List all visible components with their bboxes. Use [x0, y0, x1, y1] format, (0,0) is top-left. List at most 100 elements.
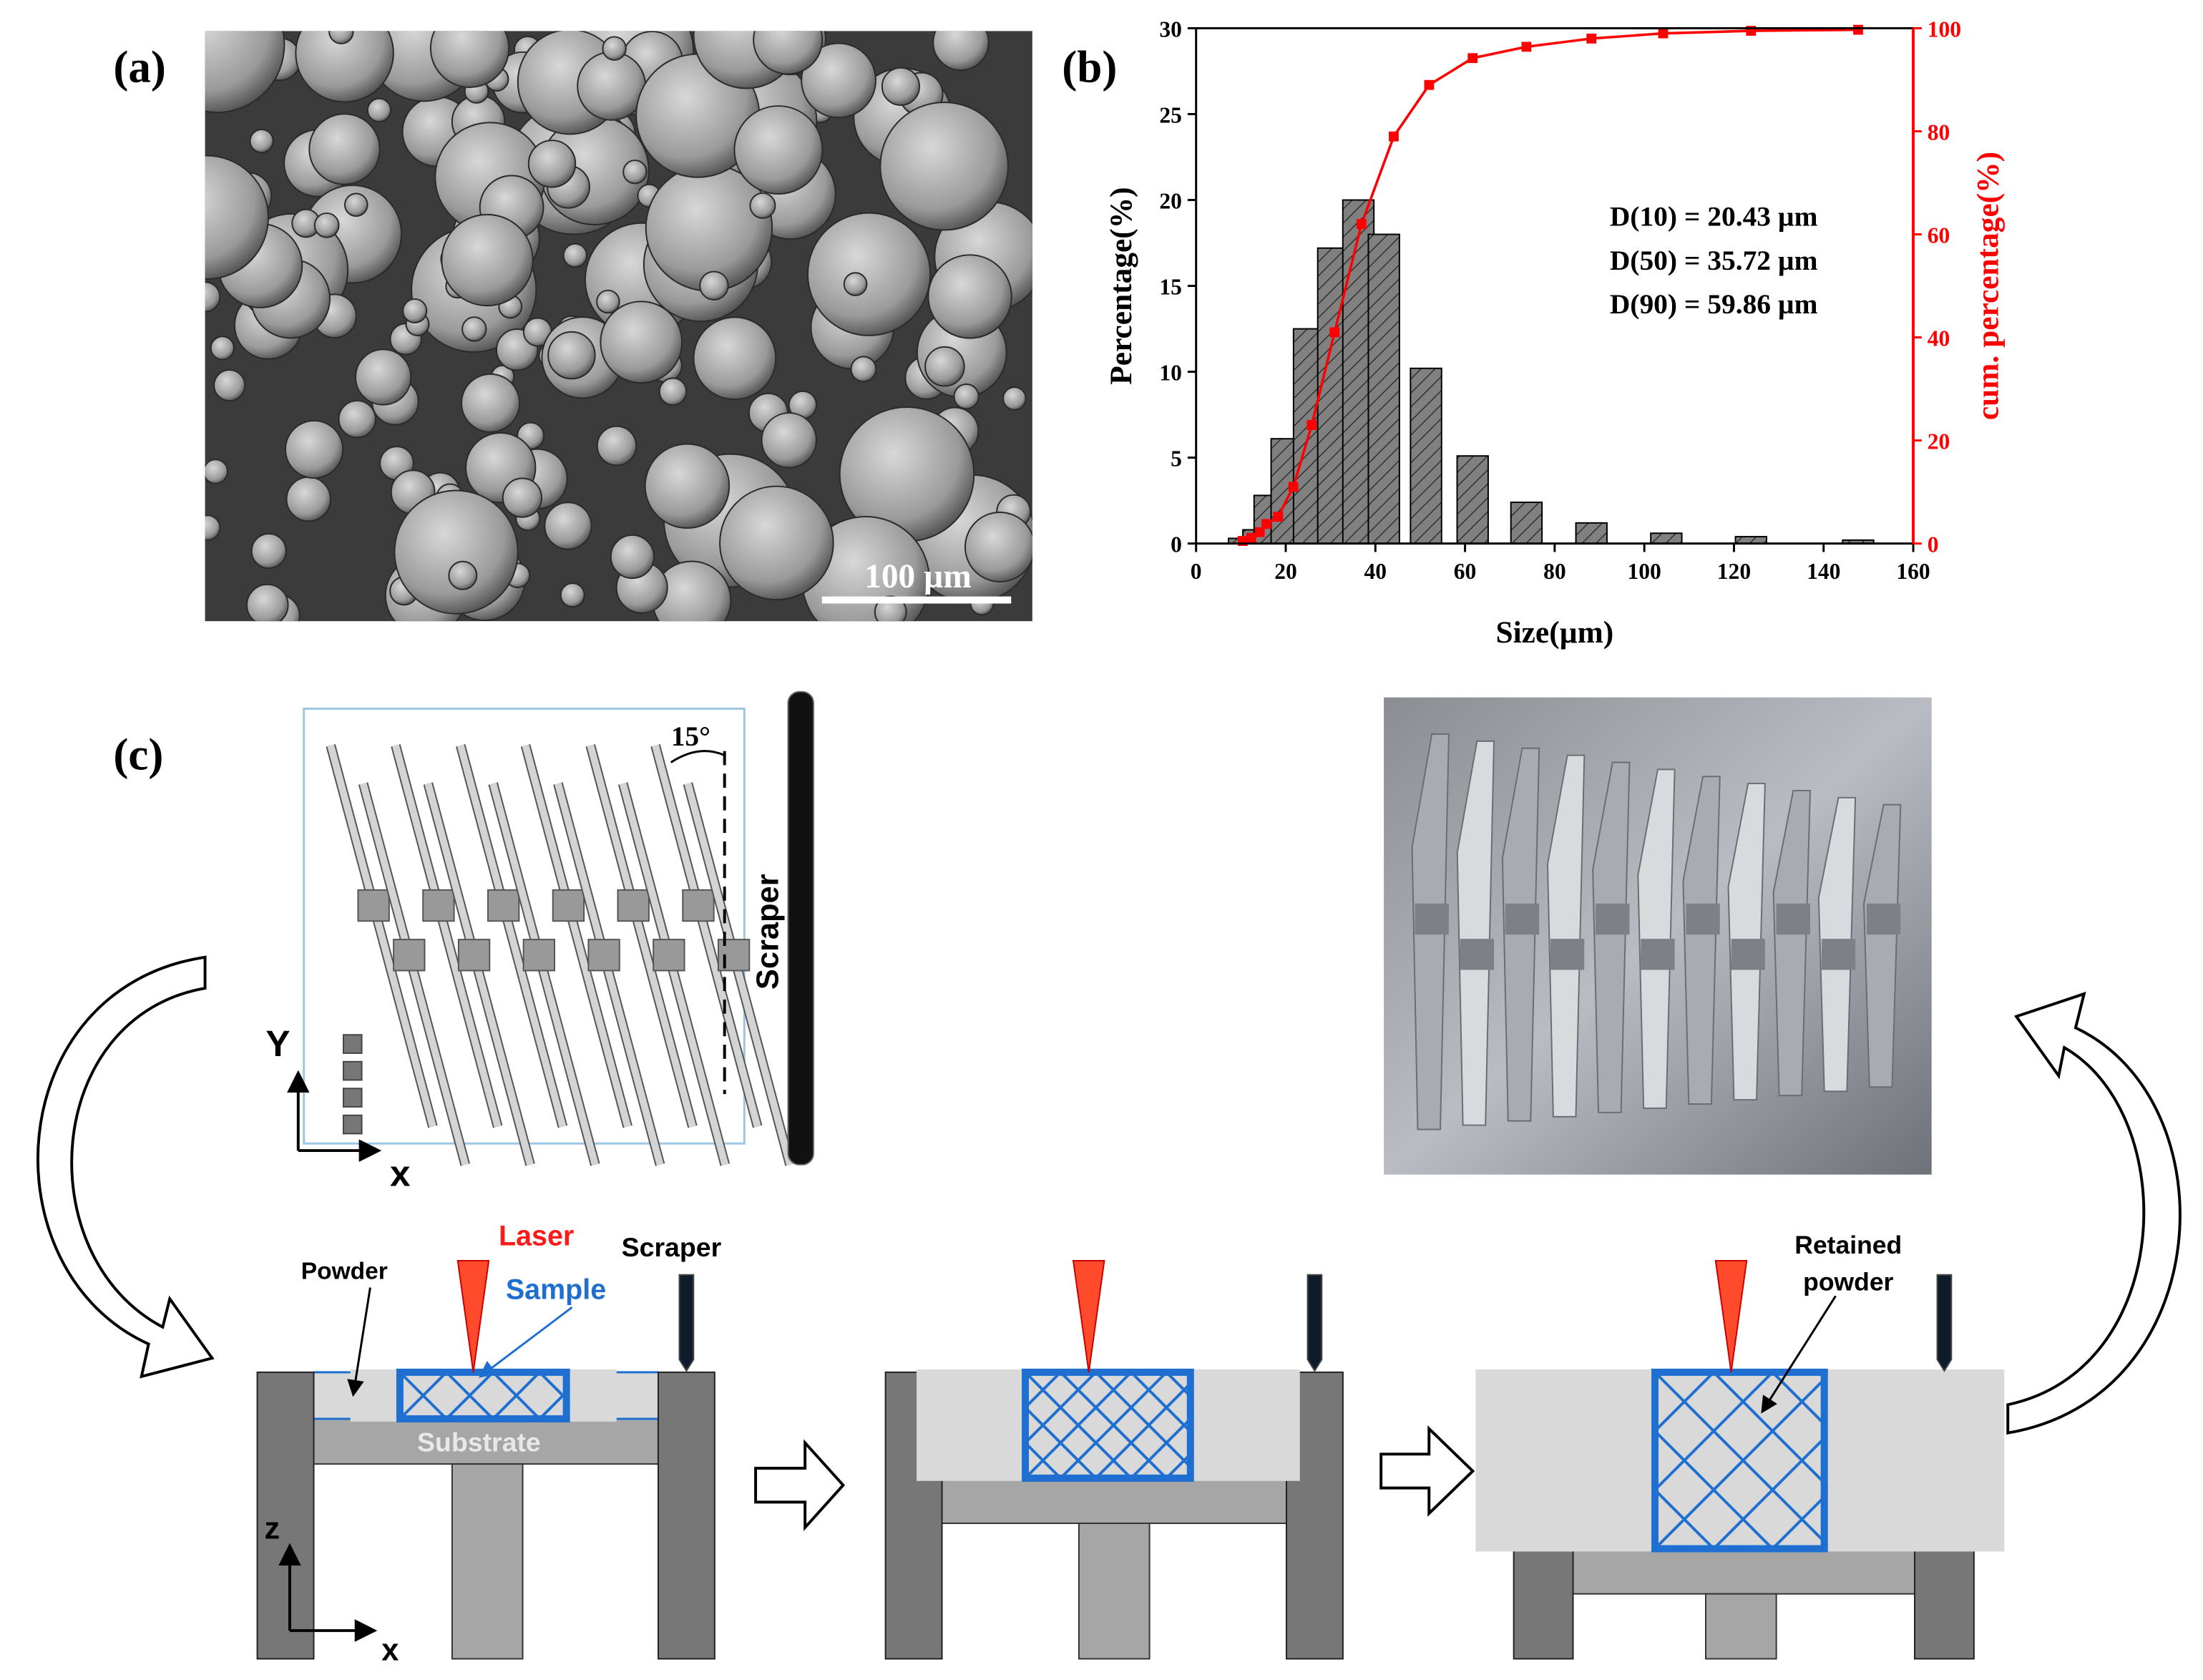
particle — [402, 298, 428, 323]
photo-part — [1821, 939, 1856, 970]
column — [1705, 1593, 1777, 1660]
y2-axis-label: cum. percentage(%) — [1970, 152, 2005, 420]
particle — [429, 31, 510, 88]
particle — [560, 582, 585, 608]
cumulative-point — [1288, 482, 1299, 492]
particle — [313, 212, 340, 238]
sample-frame — [1022, 1368, 1194, 1482]
particle — [205, 281, 221, 313]
process-stages — [256, 1260, 2005, 1660]
photo-part — [1456, 740, 1495, 1126]
particle — [210, 336, 235, 361]
sample-mask — [1193, 1369, 1300, 1481]
particle — [527, 140, 577, 188]
sample-bar — [359, 782, 469, 1166]
particle — [719, 485, 834, 601]
sem-particles — [205, 31, 1032, 622]
particle — [699, 270, 729, 301]
angle-arc — [670, 750, 726, 763]
x-tick-label: 160 — [1896, 559, 1930, 584]
cumulative-point — [1246, 532, 1256, 543]
annotation: D(90) = 59.86 µm — [1610, 288, 1818, 320]
particle — [932, 31, 990, 71]
cumulative-point — [1254, 527, 1265, 537]
photo-part — [1641, 939, 1675, 970]
particle — [881, 67, 921, 106]
particle — [693, 316, 777, 401]
particle — [850, 356, 877, 383]
cumulative-point — [1261, 519, 1271, 529]
cumulative-point — [1306, 420, 1317, 430]
y-axis-label: Percentage(%) — [1104, 187, 1138, 384]
sample-lattice — [487, 889, 520, 922]
cumulative-point — [1273, 512, 1284, 522]
pointer — [1761, 1295, 1837, 1414]
particle — [250, 533, 287, 570]
y-tick-label: 15 — [1159, 274, 1182, 299]
sample-mask — [1475, 1369, 1653, 1552]
particle — [953, 383, 980, 410]
sample-bar — [424, 782, 534, 1166]
panel-label: (c) — [113, 729, 163, 779]
particle — [205, 155, 269, 280]
cumulative-point — [1329, 327, 1340, 338]
particle — [461, 316, 487, 342]
laser — [1714, 1260, 1748, 1372]
cycle-arrow — [2006, 992, 2182, 1435]
photo-part — [1866, 903, 1901, 935]
column — [451, 1463, 524, 1660]
x-tick-label: 80 — [1543, 559, 1566, 584]
y2-tick-label: 0 — [1928, 532, 1939, 557]
sample-lattice — [717, 939, 751, 972]
laser — [456, 1260, 490, 1372]
photo-parts — [1411, 733, 1902, 1130]
axis-label: Y — [265, 1023, 290, 1064]
particle — [622, 160, 648, 185]
y-tick-label: 10 — [1159, 360, 1182, 385]
particle — [308, 113, 381, 185]
sample-cube — [342, 1060, 363, 1081]
sample-lattice — [653, 939, 685, 972]
sample-bar — [489, 782, 599, 1166]
pointer — [347, 1287, 371, 1397]
x-tick-label: 60 — [1454, 559, 1477, 584]
particle — [749, 192, 776, 219]
particle — [547, 331, 596, 380]
powder-label: Powder — [301, 1259, 388, 1285]
particle — [448, 560, 478, 590]
cumulative-point — [1658, 28, 1669, 39]
particle — [596, 425, 638, 467]
y2-tick-label: 60 — [1928, 223, 1950, 248]
sample-bar — [587, 744, 696, 1128]
lattice — [492, 1371, 541, 1420]
sample-bar — [522, 744, 631, 1128]
photo-part — [1862, 804, 1902, 1088]
retained-label: powder — [1803, 1267, 1893, 1296]
sample-lattice — [682, 889, 715, 922]
particle — [295, 31, 394, 103]
photo-part — [1686, 903, 1720, 935]
bar — [1410, 367, 1442, 544]
particle — [658, 377, 688, 406]
sample-mask — [917, 1369, 1023, 1481]
scraper-label: Scraper — [622, 1232, 722, 1262]
sample-lattice — [357, 889, 390, 922]
laser-label: Laser — [499, 1220, 574, 1251]
photo-part — [1776, 903, 1811, 935]
y-tick-label: 0 — [1171, 532, 1182, 557]
sample-lattice — [457, 939, 491, 972]
x-tick-label: 120 — [1717, 559, 1751, 584]
sample-lattice — [552, 889, 585, 922]
photo-part — [1596, 903, 1630, 935]
particle — [394, 489, 519, 615]
particle — [879, 102, 1009, 231]
x-tick-label: 20 — [1274, 559, 1297, 584]
sample-bar — [652, 744, 761, 1128]
sample-cube — [342, 1114, 363, 1135]
cumulative-point — [1356, 219, 1367, 230]
sample-cube — [342, 1088, 363, 1108]
step-arrow — [1379, 1425, 1475, 1517]
pointer — [478, 1306, 573, 1378]
particle — [338, 400, 376, 439]
